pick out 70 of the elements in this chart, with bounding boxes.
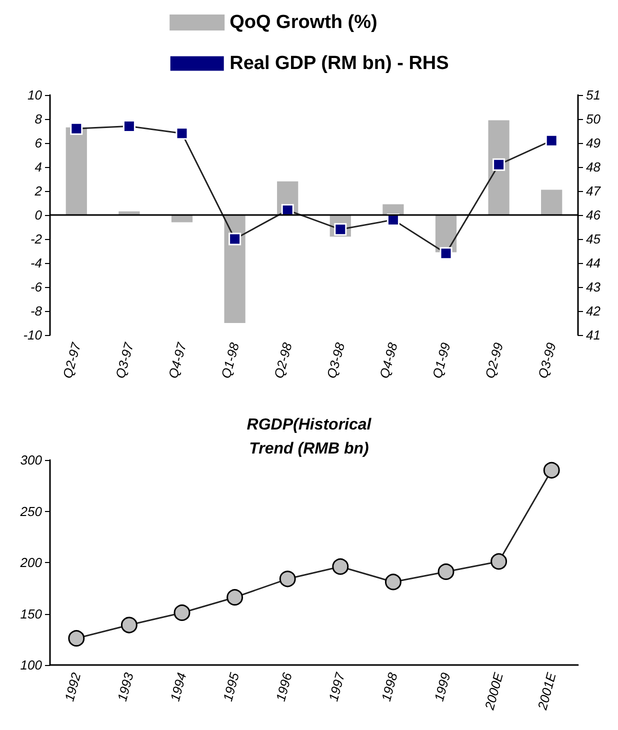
point [332, 558, 349, 575]
bar [224, 215, 246, 323]
x-tick-label: Q1-99 [429, 341, 454, 380]
bar [541, 190, 562, 215]
y2-tick-label: 50 [586, 112, 602, 126]
x-tick-label: Q4-98 [376, 340, 401, 380]
y2-tick-label: 49 [586, 136, 600, 150]
y-tick-label: -8 [30, 304, 43, 318]
bar [66, 127, 87, 215]
x-tick-label: 2000E [482, 670, 506, 712]
x-tick-label: 1999 [431, 671, 454, 703]
point [228, 232, 242, 246]
x-tick-label: 1997 [326, 670, 348, 703]
y2-tick-label: 47 [586, 184, 602, 198]
y2-tick-label: 44 [586, 256, 600, 270]
x-tick-label: 2001E [534, 670, 559, 712]
point [438, 563, 454, 580]
point [70, 122, 83, 135]
x-tick-label: Q3-97 [112, 340, 137, 380]
y2-tick-label: 51 [586, 88, 600, 102]
x-tick-label: Q2-98 [270, 340, 296, 380]
y2-tick-label: 43 [586, 280, 602, 294]
x-tick-label: Q2-97 [60, 340, 84, 380]
y2-tick-label: 42 [586, 304, 602, 318]
y-tick-label: 8 [34, 112, 43, 126]
point [176, 127, 188, 140]
x-tick-label: Q3-98 [324, 340, 348, 380]
y-tick-label: 4 [34, 160, 42, 174]
y2-tick-label: 46 [586, 208, 602, 222]
y2-tick-label: 48 [586, 160, 602, 174]
y-tick-label: 100 [20, 658, 43, 672]
point [490, 553, 508, 570]
y-tick-label: -10 [23, 328, 43, 342]
y-tick-label: 150 [20, 606, 43, 622]
y-tick-label: 0 [34, 208, 43, 222]
x-tick-label: Q3-99 [534, 341, 559, 380]
y2-tick-label: 41 [586, 328, 600, 342]
legend-label: Real GDP (RM bn) - RHS [230, 53, 449, 74]
x-tick-label: Q1-98 [218, 340, 242, 380]
y-tick-label: 300 [20, 452, 43, 468]
legend-label: QoQ Growth (%) [230, 12, 378, 33]
x-tick-label: Q4-97 [165, 340, 190, 380]
y-tick-label: -4 [30, 256, 42, 270]
y2-tick-label: 45 [586, 232, 602, 246]
point [492, 158, 506, 171]
x-tick-label: 1998 [378, 670, 401, 703]
point [279, 570, 296, 588]
x-tick-label: 1995 [220, 670, 242, 703]
x-tick-label: 1993 [114, 670, 137, 703]
y-tick-label: 6 [34, 136, 43, 150]
x-tick-label: 1996 [272, 670, 296, 703]
point [543, 462, 560, 478]
point [226, 589, 244, 606]
bar [488, 120, 510, 215]
point [545, 134, 558, 147]
y-tick-label: 2 [34, 184, 43, 198]
y-tick-label: 10 [28, 88, 43, 102]
chart-title: RGDP(Historical Trend (RMB bn) [246, 416, 372, 458]
point [68, 630, 85, 647]
point [384, 574, 402, 590]
x-tick-label: 1994 [167, 671, 190, 703]
x-tick-label: 1992 [62, 670, 84, 703]
y-tick-label: -2 [30, 232, 43, 246]
point [120, 616, 138, 634]
point [440, 247, 452, 260]
point [174, 604, 190, 621]
y-tick-label: 250 [19, 504, 43, 519]
y-tick-label: -6 [30, 280, 43, 294]
y-tick-label: 200 [19, 555, 43, 570]
x-tick-label: Q2-99 [482, 341, 506, 380]
